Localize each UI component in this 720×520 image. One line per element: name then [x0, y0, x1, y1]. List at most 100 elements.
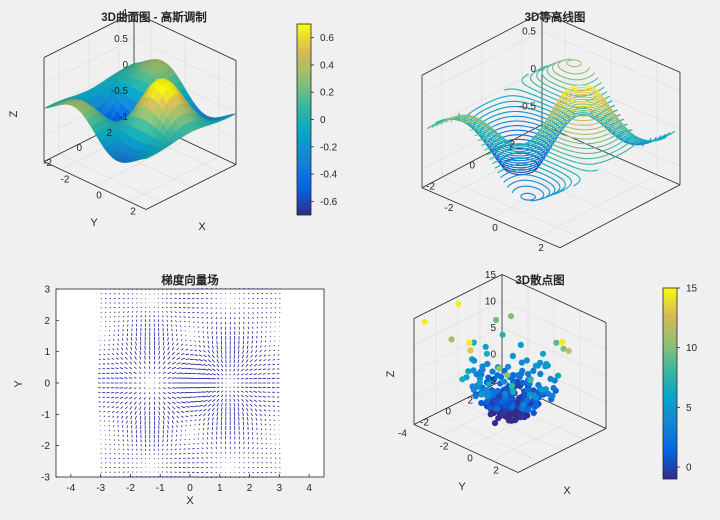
scatter-point: [459, 376, 466, 383]
scatter-axis-edge: [517, 428, 607, 473]
surface-colorbar: [296, 23, 312, 216]
scatter-point: [505, 363, 512, 370]
surface-axis-edge: [43, 12, 135, 58]
scatter-axis-edge: [501, 274, 607, 323]
contour-ztick: -0.5: [519, 102, 537, 113]
contour-axis-x: [421, 187, 561, 249]
scatter-point: [555, 372, 562, 379]
scatter-title: 3D散点图: [515, 273, 564, 287]
contour-ztick: 0: [530, 64, 536, 75]
scatter-point: [518, 413, 525, 420]
scatter-point: [472, 393, 479, 400]
quiver-ylabel: Y: [13, 380, 25, 388]
scatter-point: [421, 318, 428, 325]
scatter-point: [550, 385, 557, 392]
scatter-point: [525, 406, 532, 413]
scatter-point: [448, 336, 455, 343]
scatter-point: [504, 372, 511, 379]
scatter-ytick: 0: [445, 407, 451, 418]
scatter-point: [551, 377, 558, 384]
surface-ylabel: Y: [90, 217, 98, 229]
quiver-plot: -4 -3 -2 -1 0 1 2 3 4 -3 -2 -1 0 1 2 3: [41, 285, 325, 494]
surface-axis-x: [43, 161, 147, 210]
scatter-point: [559, 338, 566, 346]
contour-level-line: [558, 89, 605, 113]
scatter-point: [499, 331, 506, 338]
scatter-point: [507, 313, 515, 320]
scatter-point: [455, 300, 462, 308]
scatter-floor-grid: [457, 402, 563, 451]
surface-side-grid: [43, 38, 135, 84]
scatter-point: [490, 409, 497, 417]
contour-back-grid: [541, 105, 681, 167]
scatter-colorbar: [662, 287, 678, 480]
scatter-point: [539, 350, 547, 357]
surface-patch: [141, 156, 150, 160]
quiver-ytick: -1: [41, 410, 50, 421]
scatter-point: [527, 376, 534, 384]
scatter-point: [544, 362, 551, 369]
contour-ztick: 0.5: [522, 27, 536, 38]
scatter-ztick: 5: [490, 323, 496, 334]
scatter-point: [523, 357, 530, 364]
surface-colorbar-tick-label: 0.6: [320, 33, 334, 44]
surface-xtick: 2: [130, 207, 136, 218]
scatter-point: [510, 389, 517, 396]
contour-side-grid: [421, 30, 543, 95]
scatter-point: [525, 370, 532, 378]
surface-colorbar-tick-label: 0.4: [320, 60, 334, 71]
scatter-point: [524, 396, 531, 403]
surface-axis-edge: [133, 12, 237, 61]
scatter-point: [565, 347, 572, 354]
surface-floor-grid: [58, 153, 162, 203]
quiver-ytick: -2: [41, 441, 50, 452]
surface-title: 3D曲面图 - 高斯调制: [101, 10, 206, 24]
scatter-point: [470, 339, 477, 346]
quiver-xlabel: X: [186, 495, 194, 507]
quiver-xtick: 1: [217, 483, 223, 494]
scatter-point: [539, 386, 546, 393]
quiver-title: 梯度向量场: [161, 273, 219, 287]
contour-axis-edge: [541, 11, 681, 73]
scatter-point: [482, 343, 489, 350]
scatter-point: [530, 367, 537, 374]
scatter-point: [537, 370, 544, 378]
scatter-point: [508, 382, 516, 390]
contour-axis-edge: [559, 184, 681, 249]
surface-ztick: 0: [122, 60, 128, 71]
scatter-colorbar-tick-label: 0: [686, 463, 692, 474]
scatter-point: [533, 394, 540, 401]
scatter-point: [479, 363, 486, 370]
contour-ytick: 2: [509, 139, 515, 150]
contour-axis-edge: [421, 11, 543, 76]
scatter-xlabel: X: [563, 485, 571, 497]
contour-xtick: 0: [492, 223, 498, 234]
quiver-xtick: 4: [306, 483, 312, 494]
scatter-point: [517, 341, 524, 348]
surface-colorbar-tick-label: -0.4: [320, 170, 338, 181]
surface-ytick: -2: [43, 158, 52, 169]
scatter-point: [518, 359, 525, 366]
scatter-point: [520, 401, 527, 408]
quiver-xtick: -4: [66, 483, 75, 494]
scatter-ztick: -5: [487, 376, 496, 387]
scatter-point: [493, 405, 500, 412]
scatter-point: [495, 415, 502, 422]
surface-axis-edge: [145, 164, 237, 210]
scatter-xtick: 2: [493, 466, 499, 477]
scatter-point: [501, 378, 508, 385]
contour-ytick: 0: [469, 160, 475, 171]
quiver-xtick: -1: [156, 483, 165, 494]
scatter-point: [509, 352, 516, 360]
surface-back-grid: [133, 38, 237, 87]
scatter-point: [484, 360, 491, 368]
scatter-zlabel: Z: [385, 370, 397, 377]
surface-xtick: -2: [61, 175, 70, 186]
scatter-ytick: -4: [398, 429, 407, 440]
scatter-point: [485, 374, 492, 381]
scatter-point: [512, 416, 519, 423]
surface-colorbar-tick-label: 0.2: [320, 88, 334, 99]
quiver-xtick: 2: [247, 483, 253, 494]
scatter-point: [483, 398, 490, 405]
